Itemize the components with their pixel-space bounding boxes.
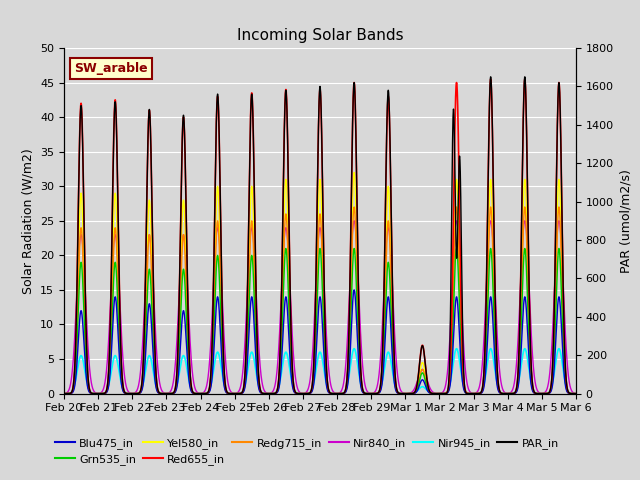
Nir840_in [60, 391, 68, 396]
Line: Red655_in: Red655_in [64, 79, 576, 394]
Redg715_in [555, 204, 563, 210]
Red655_in [402, 391, 410, 396]
Nir840_in [252, 278, 259, 284]
Redg715_in [572, 391, 580, 396]
Red655_in [60, 391, 68, 396]
Grn535_in [390, 376, 398, 382]
Line: Nir945_in: Nir945_in [64, 348, 576, 394]
Line: PAR_in: PAR_in [64, 77, 576, 394]
Nir840_in [570, 390, 578, 396]
Blu475_in [252, 352, 259, 358]
Text: SW_arable: SW_arable [74, 62, 148, 75]
Line: Yel580_in: Yel580_in [64, 172, 576, 394]
Nir840_in [572, 391, 580, 396]
Yel580_in [570, 391, 578, 396]
Line: Redg715_in: Redg715_in [64, 207, 576, 394]
Nir945_in [164, 391, 172, 396]
Line: Grn535_in: Grn535_in [64, 249, 576, 394]
Redg715_in [164, 391, 172, 396]
Yel580_in [390, 368, 398, 374]
Red655_in [170, 390, 177, 396]
Line: Blu475_in: Blu475_in [64, 290, 576, 394]
Redg715_in [402, 391, 410, 396]
PAR_in [164, 391, 172, 396]
Yel580_in [170, 390, 177, 396]
Redg715_in [60, 391, 68, 396]
Grn535_in [252, 335, 259, 341]
Grn535_in [570, 391, 578, 396]
Blu475_in [170, 391, 177, 396]
Grn535_in [572, 391, 580, 396]
Blu475_in [435, 391, 443, 396]
Nir840_in [555, 218, 563, 224]
Legend: Blu475_in, Grn535_in, Yel580_in, Red655_in, Redg715_in, Nir840_in, Nir945_in, PA: Blu475_in, Grn535_in, Yel580_in, Red655_… [51, 433, 563, 469]
Grn535_in [555, 246, 563, 252]
Nir840_in [170, 378, 177, 384]
Red655_in [252, 270, 259, 276]
Y-axis label: Solar Radiation (W/m2): Solar Radiation (W/m2) [22, 148, 35, 294]
Nir945_in [252, 367, 259, 372]
Yel580_in [350, 169, 358, 175]
Redg715_in [463, 390, 471, 396]
Red655_in [390, 357, 398, 363]
Nir945_in [570, 391, 578, 396]
Nir840_in [403, 391, 410, 396]
Nir945_in [463, 390, 471, 396]
Blu475_in [350, 287, 358, 293]
PAR_in [170, 390, 177, 396]
Nir945_in [572, 391, 580, 396]
Redg715_in [252, 321, 259, 327]
Yel580_in [164, 391, 172, 396]
Yel580_in [572, 391, 580, 396]
Nir945_in [170, 390, 177, 396]
Nir840_in [390, 325, 398, 331]
Yel580_in [252, 307, 259, 313]
PAR_in [252, 270, 259, 276]
Red655_in [521, 76, 529, 82]
Grn535_in [60, 391, 68, 396]
Blu475_in [572, 391, 580, 396]
Red655_in [463, 390, 471, 396]
Blu475_in [164, 391, 172, 396]
PAR_in [437, 391, 445, 396]
Redg715_in [570, 391, 578, 396]
Red655_in [164, 391, 172, 396]
Blu475_in [390, 380, 398, 386]
Red655_in [572, 391, 580, 396]
Red655_in [570, 391, 578, 396]
Grn535_in [402, 391, 410, 396]
PAR_in [570, 391, 578, 396]
Blu475_in [570, 391, 578, 396]
Nir840_in [463, 381, 471, 386]
Line: Nir840_in: Nir840_in [64, 221, 576, 394]
PAR_in [521, 74, 529, 80]
Grn535_in [164, 391, 172, 396]
Nir945_in [555, 346, 563, 351]
Yel580_in [60, 391, 68, 396]
Blu475_in [463, 391, 471, 396]
PAR_in [390, 356, 398, 362]
Redg715_in [170, 390, 177, 396]
Yel580_in [463, 390, 471, 396]
Nir840_in [164, 390, 172, 396]
Title: Incoming Solar Bands: Incoming Solar Bands [237, 28, 403, 43]
Grn535_in [170, 390, 177, 396]
PAR_in [463, 391, 471, 396]
Nir945_in [403, 391, 410, 396]
Redg715_in [390, 371, 398, 377]
PAR_in [60, 391, 68, 396]
Nir945_in [390, 379, 398, 385]
PAR_in [572, 391, 580, 396]
Yel580_in [402, 391, 410, 396]
Grn535_in [463, 391, 471, 396]
Nir945_in [60, 391, 68, 396]
Blu475_in [60, 391, 68, 396]
Y-axis label: PAR (umol/m2/s): PAR (umol/m2/s) [620, 169, 632, 273]
